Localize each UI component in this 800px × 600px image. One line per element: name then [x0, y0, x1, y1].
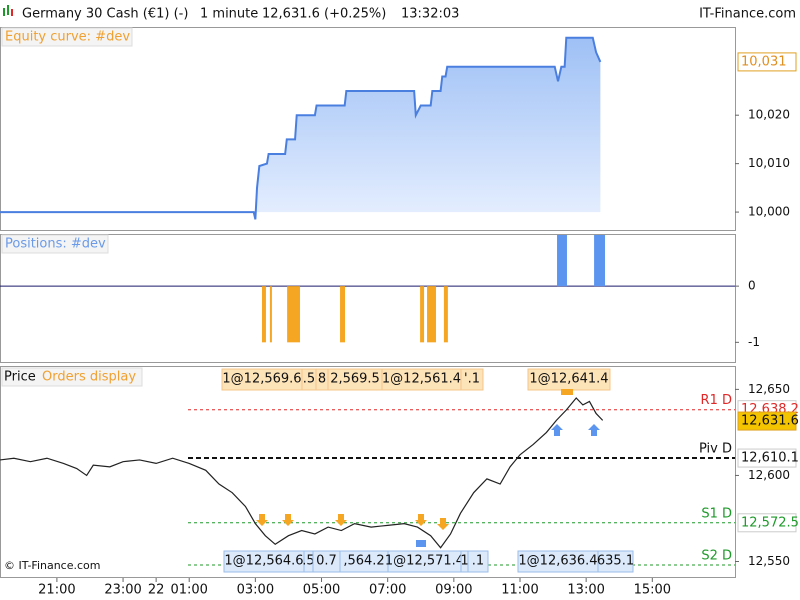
order-box — [467, 550, 489, 573]
level-value-box — [737, 448, 797, 468]
level-name: S1 D — [701, 506, 732, 521]
last-value-label: 12,631.6 — [741, 414, 799, 429]
equity-area — [0, 37, 601, 220]
order-label: 2,569.5 — [330, 372, 380, 387]
order-label: 1@12,564.6 — [224, 554, 303, 569]
order-label: 8 — [318, 372, 326, 387]
order-label: 0.7 — [316, 554, 337, 569]
equity-panel — [0, 27, 736, 231]
orders-toggle[interactable]: Orders display — [42, 370, 136, 385]
position-bar — [340, 286, 346, 343]
x-tick-label: 23:00 — [104, 583, 141, 598]
price-panel — [0, 366, 736, 578]
instrument: Germany 30 Cash (€1) (-) — [22, 7, 188, 22]
last-value-label: 10,031 — [741, 54, 787, 69]
order-label: .5 — [303, 372, 315, 387]
order-label: 1@12,569.6 — [222, 372, 301, 387]
equity-title[interactable]: Equity curve: #dev — [5, 30, 130, 45]
last-price: 12,631.6 (+0.25%) — [262, 7, 386, 22]
order-label: 1 — [460, 554, 468, 569]
last-value-box — [737, 52, 797, 72]
position-bar — [287, 286, 301, 343]
position-bar — [443, 286, 448, 343]
y-tick-label: -1 — [748, 335, 760, 349]
x-tick-label: 13:00 — [567, 583, 604, 598]
logo-icon — [3, 5, 13, 16]
y-tick-label: 10,020 — [748, 108, 790, 122]
price-title-box — [1, 367, 143, 387]
price-title[interactable]: Price — [4, 370, 36, 385]
equity-line — [0, 36, 602, 220]
x-tick-label: 21:00 — [38, 583, 75, 598]
y-tick-label: 12,600 — [748, 468, 790, 482]
order-box — [460, 368, 484, 391]
order-label: 1@12,636.4 — [518, 554, 597, 569]
position-bar — [594, 235, 606, 287]
equity-title-box — [1, 27, 133, 47]
positions-title-box — [1, 234, 109, 254]
level-name: Piv D — [699, 442, 732, 457]
order-label: 635.1 — [597, 554, 634, 569]
order-label: ,564.2 — [343, 554, 384, 569]
x-tick-label: 11:00 — [501, 583, 538, 598]
x-tick-label: 07:00 — [369, 583, 406, 598]
x-tick-label: 15:00 — [634, 583, 671, 598]
positions-panel — [0, 234, 736, 363]
position-bar — [269, 286, 272, 343]
order-label: '.1 — [464, 372, 480, 387]
position-bar — [261, 286, 266, 343]
order-label: .5 — [302, 554, 314, 569]
order-box — [597, 550, 634, 573]
y-tick-label: 12,650 — [748, 382, 790, 396]
x-tick-label: 09:00 — [435, 583, 472, 598]
y-tick-label: 10,010 — [748, 156, 790, 170]
level-value: 12,572.5 — [741, 515, 799, 530]
last-value-box — [737, 411, 797, 431]
price-line — [0, 397, 604, 549]
position-bar — [557, 235, 567, 287]
order-arrows — [256, 389, 600, 547]
order-label: .1 — [472, 554, 484, 569]
clock: 13:32:03 — [401, 7, 459, 22]
position-bar — [420, 286, 425, 343]
level-value: 12,610.1 — [741, 451, 799, 466]
x-tick-label: 01:00 — [170, 583, 207, 598]
x-tick-label: 22 — [148, 583, 165, 598]
x-tick-label: 03:00 — [237, 583, 274, 598]
positions-title[interactable]: Positions: #dev — [5, 237, 106, 252]
brand: IT-Finance.com — [699, 7, 796, 22]
y-tick-label: 10,000 — [748, 205, 790, 219]
position-bar — [427, 286, 436, 343]
y-tick-label: 12,550 — [748, 554, 790, 568]
order-label: 1@12,571.4 — [385, 554, 464, 569]
x-tick-label: 05:00 — [303, 583, 340, 598]
level-name: R1 D — [701, 393, 732, 408]
timeframe[interactable]: 1 minute — [200, 7, 258, 22]
copyright: © IT-Finance.com — [4, 559, 101, 572]
level-name: S2 D — [701, 548, 732, 563]
order-label: 1@12,641.4 — [529, 372, 608, 387]
level-value-box — [737, 513, 797, 533]
y-tick-label: 0 — [748, 279, 756, 293]
order-label: 1@12,561.4 — [382, 372, 461, 387]
